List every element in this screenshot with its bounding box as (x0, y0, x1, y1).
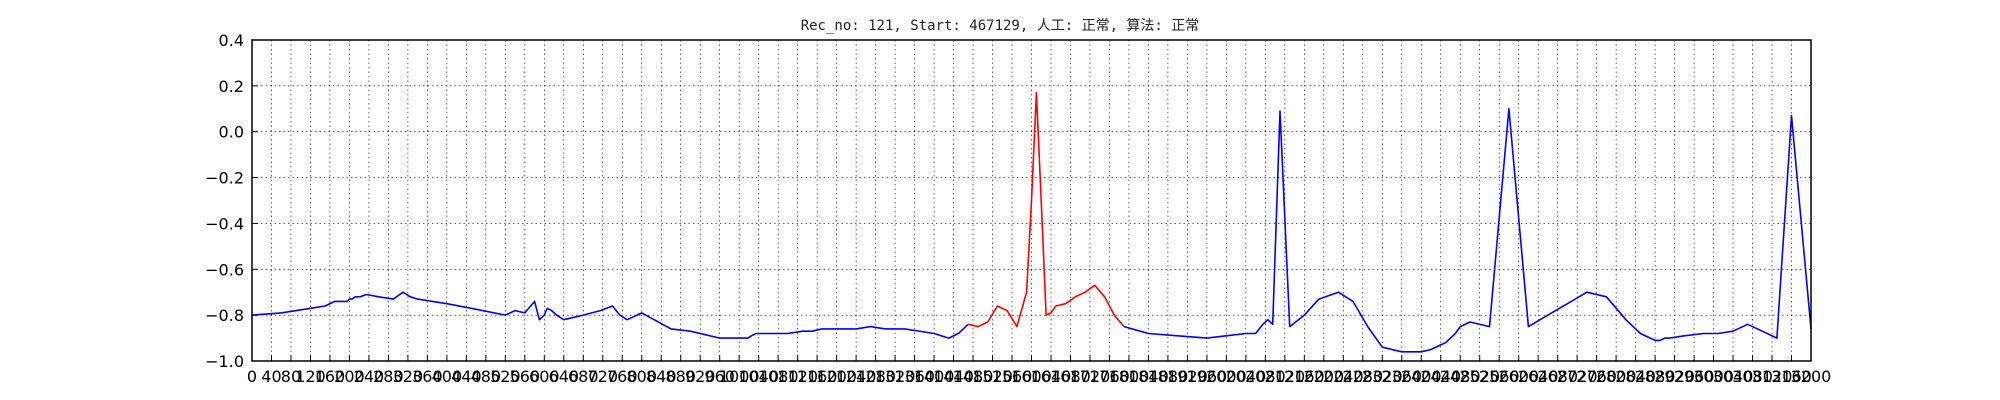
x-tick-label: 2200 (1303, 367, 1344, 386)
y-tick-label: 0.2 (219, 77, 244, 96)
y-tick-label: 0.0 (219, 123, 244, 142)
x-tick-label: 1640 (1031, 367, 1072, 386)
x-tick-label: 40 (261, 367, 281, 386)
x-tick-label: 2280 (1342, 367, 1383, 386)
x-tick-label: 1760 (1089, 367, 1130, 386)
x-tick-label: 120 (295, 367, 326, 386)
x-tick-label: 1720 (1070, 367, 1111, 386)
x-tick-label: 960 (704, 367, 735, 386)
series-layer (251, 91, 1812, 353)
x-tick-label: 3200 (1791, 367, 1832, 386)
x-tick-label: 2240 (1323, 367, 1364, 386)
x-tick-label: 1160 (797, 367, 838, 386)
x-tick-label: 2000 (1206, 367, 1247, 386)
series-line-1 (251, 291, 969, 339)
x-tick-label: 320 (393, 367, 424, 386)
x-tick-label: 0 (247, 367, 257, 386)
x-tick-label: 2880 (1635, 367, 1676, 386)
x-tick-label: 1600 (1011, 367, 1052, 386)
x-tick-label: 240 (354, 367, 385, 386)
y-tick-label: −1.0 (205, 352, 244, 371)
x-tick-label: 3160 (1771, 367, 1812, 386)
x-tick-label: 360 (412, 367, 443, 386)
x-tick-label: 2680 (1537, 367, 1578, 386)
x-tick-label: 2160 (1284, 367, 1325, 386)
x-tick-label: 1040 (738, 367, 779, 386)
x-tick-label: 600 (529, 367, 560, 386)
x-tick-label: 880 (665, 367, 696, 386)
x-tick-label: 2800 (1596, 367, 1637, 386)
x-tick-label: 1440 (933, 367, 974, 386)
x-tick-label: 2600 (1498, 367, 1539, 386)
x-tick-label: 720 (588, 367, 619, 386)
x-tick-label: 1960 (1187, 367, 1228, 386)
x-tick-label: 1840 (1128, 367, 1169, 386)
x-axis-ticks: 0 40 8012016020024028032036040044048052056… (247, 355, 1831, 386)
y-tick-label: −0.8 (205, 306, 244, 325)
x-tick-label: 440 (451, 367, 482, 386)
y-axis-ticks: 0.4 0.2 0.0 −0.2 −0.4 −0.6 −0.8 −1.0 (205, 31, 258, 371)
y-tick-label: −0.6 (205, 260, 244, 279)
x-tick-label: 80 (281, 367, 301, 386)
chart-title: Rec_no: 121, Start: 467129, 人工: 正常, 算法: … (801, 18, 1200, 34)
x-tick-label: 3000 (1693, 367, 1734, 386)
x-tick-label: 3080 (1732, 367, 1773, 386)
y-tick-label: −0.4 (205, 214, 244, 233)
x-tick-label: 1000 (719, 367, 760, 386)
x-tick-label: 1480 (953, 367, 994, 386)
x-tick-label: 400 (432, 367, 463, 386)
x-tick-label: 2840 (1615, 367, 1656, 386)
x-tick-label: 2720 (1557, 367, 1598, 386)
x-tick-label: 1280 (855, 367, 896, 386)
x-tick-label: 1120 (777, 367, 818, 386)
series-line-3 (1123, 108, 1812, 353)
x-tick-label: 160 (315, 367, 346, 386)
x-tick-label: 760 (607, 367, 638, 386)
x-tick-label: 2640 (1518, 367, 1559, 386)
x-tick-label: 800 (626, 367, 657, 386)
x-tick-label: 2120 (1264, 367, 1305, 386)
x-tick-label: 3040 (1713, 367, 1754, 386)
x-tick-label: 2040 (1226, 367, 1267, 386)
x-tick-label: 560 (510, 367, 541, 386)
x-tick-label: 2920 (1654, 367, 1695, 386)
x-tick-label: 2440 (1420, 367, 1461, 386)
x-tick-label: 920 (685, 367, 716, 386)
x-tick-label: 2760 (1576, 367, 1617, 386)
x-tick-label: 520 (490, 367, 521, 386)
x-tick-label: 1200 (816, 367, 857, 386)
x-tick-label: 1800 (1109, 367, 1150, 386)
x-tick-label: 3120 (1752, 367, 1793, 386)
x-tick-label: 1360 (894, 367, 935, 386)
x-tick-label: 2960 (1674, 367, 1715, 386)
x-tick-label: 1080 (758, 367, 799, 386)
x-tick-label: 1920 (1167, 367, 1208, 386)
series-line-2 (968, 91, 1125, 328)
plot-frame (251, 39, 1812, 362)
x-tick-label: 480 (471, 367, 502, 386)
x-tick-label: 2480 (1440, 367, 1481, 386)
x-tick-label: 280 (373, 367, 404, 386)
y-tick-label: −0.2 (205, 169, 244, 188)
x-tick-label: 2560 (1479, 367, 1520, 386)
x-tick-label: 200 (334, 367, 365, 386)
x-tick-label: 1240 (836, 367, 877, 386)
x-tick-label: 680 (568, 367, 599, 386)
x-tick-label: 1680 (1050, 367, 1091, 386)
x-tick-label: 2320 (1362, 367, 1403, 386)
x-tick-label: 1880 (1148, 367, 1189, 386)
x-tick-label: 640 (549, 367, 580, 386)
x-tick-label: 840 (646, 367, 677, 386)
x-tick-label: 1520 (972, 367, 1013, 386)
x-tick-label: 1400 (914, 367, 955, 386)
x-tick-label: 1560 (992, 367, 1033, 386)
x-tick-label: 2400 (1401, 367, 1442, 386)
x-tick-label: 2360 (1381, 367, 1422, 386)
y-tick-label: 0.4 (219, 31, 244, 50)
x-tick-label: 1320 (875, 367, 916, 386)
x-tick-label: 2520 (1459, 367, 1500, 386)
x-tick-label: 2080 (1245, 367, 1286, 386)
